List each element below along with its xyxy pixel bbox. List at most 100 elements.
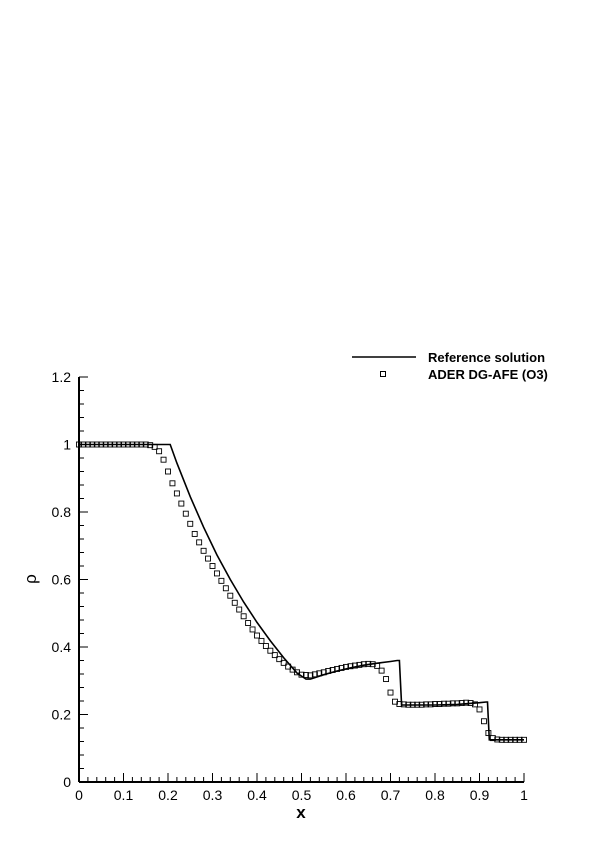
x-tick-label: 0 bbox=[75, 787, 83, 803]
data-point-marker bbox=[521, 736, 527, 743]
data-point-marker bbox=[414, 701, 421, 708]
data-point-marker bbox=[298, 671, 305, 678]
y-tick-label: 0.6 bbox=[52, 572, 72, 588]
data-point-marker bbox=[343, 663, 349, 670]
y-tick-label: 0 bbox=[63, 774, 71, 790]
data-point-marker bbox=[512, 736, 519, 743]
data-point-marker bbox=[365, 660, 372, 667]
x-tick-label: 1 bbox=[520, 787, 528, 803]
data-point-marker bbox=[280, 659, 287, 666]
legend-label-reference: Reference solution bbox=[428, 350, 545, 365]
y-axis: 0 0.2 0.4 0.6 0.8 1 1.2 bbox=[52, 369, 88, 790]
legend: Reference solution ADER DG-AFE (O3) bbox=[352, 350, 548, 382]
x-tick-label: 0.9 bbox=[470, 787, 490, 803]
data-point-marker bbox=[200, 547, 207, 554]
data-point-marker bbox=[160, 456, 167, 463]
data-point-marker bbox=[374, 662, 381, 669]
data-point-marker bbox=[369, 661, 376, 668]
data-point-marker bbox=[316, 670, 323, 677]
y-tick-label: 1.2 bbox=[52, 369, 72, 385]
data-point-marker bbox=[432, 701, 438, 707]
data-point-marker bbox=[245, 620, 252, 626]
data-point-marker bbox=[503, 736, 510, 743]
data-point-marker bbox=[107, 441, 114, 448]
data-point-marker bbox=[218, 577, 225, 584]
data-point-marker bbox=[147, 442, 154, 449]
data-point-marker bbox=[133, 441, 140, 448]
data-point-marker bbox=[303, 672, 309, 678]
data-point-marker bbox=[116, 441, 123, 448]
data-point-marker bbox=[249, 626, 256, 633]
data-point-marker bbox=[227, 592, 234, 599]
data-point-marker bbox=[396, 701, 403, 707]
x-tick-label: 0.5 bbox=[292, 787, 312, 803]
x-tick-label: 0.3 bbox=[203, 787, 223, 803]
data-point-marker bbox=[516, 736, 523, 743]
data-point-marker bbox=[178, 500, 185, 507]
data-point-marker bbox=[236, 606, 243, 613]
data-point-marker bbox=[102, 441, 109, 448]
data-point-marker bbox=[205, 555, 212, 562]
data-point-marker bbox=[285, 663, 292, 670]
data-point-marker bbox=[329, 667, 336, 673]
x-tick-label: 0.7 bbox=[381, 787, 401, 803]
data-point-marker bbox=[173, 490, 180, 497]
data-point-marker bbox=[124, 441, 131, 448]
data-point-marker bbox=[187, 520, 194, 527]
data-point-marker bbox=[254, 632, 260, 639]
data-point-marker bbox=[507, 736, 514, 743]
data-point-marker bbox=[169, 480, 176, 487]
data-point-marker bbox=[311, 671, 318, 678]
data-point-marker bbox=[98, 441, 105, 448]
series-reference-line bbox=[79, 443, 524, 741]
data-point-marker bbox=[138, 441, 145, 448]
data-point-marker bbox=[271, 652, 278, 659]
data-point-marker bbox=[258, 637, 265, 644]
data-point-marker bbox=[463, 699, 470, 706]
data-point-marker bbox=[129, 441, 136, 448]
data-point-marker bbox=[445, 700, 452, 707]
data-point-marker bbox=[182, 510, 189, 517]
data-point-marker bbox=[347, 663, 354, 670]
data-point-marker bbox=[111, 441, 118, 448]
x-tick-label: 0.4 bbox=[247, 787, 267, 803]
data-point-marker bbox=[120, 441, 127, 448]
data-point-marker bbox=[240, 613, 247, 620]
data-point-marker bbox=[485, 730, 492, 737]
x-tick-label: 0.1 bbox=[114, 787, 134, 803]
data-point-marker bbox=[262, 643, 269, 649]
data-point-marker bbox=[338, 664, 345, 671]
data-point-marker bbox=[387, 689, 394, 696]
data-point-marker bbox=[351, 662, 358, 669]
x-tick-label: 0.8 bbox=[425, 787, 445, 803]
data-point-marker bbox=[209, 563, 216, 569]
data-point-marker bbox=[405, 701, 412, 708]
data-point-marker bbox=[378, 667, 385, 674]
data-point-marker bbox=[476, 706, 483, 713]
data-point-marker bbox=[400, 701, 407, 708]
data-point-marker bbox=[436, 701, 443, 707]
data-point-marker bbox=[231, 599, 238, 606]
legend-label-ader: ADER DG-AFE (O3) bbox=[428, 367, 548, 382]
data-point-marker bbox=[356, 661, 363, 668]
data-point-marker bbox=[498, 736, 505, 743]
data-point-marker bbox=[472, 701, 478, 708]
data-point-marker bbox=[222, 585, 229, 592]
data-point-marker bbox=[360, 661, 367, 668]
data-point-marker bbox=[191, 530, 198, 537]
data-point-marker bbox=[334, 665, 341, 672]
data-point-marker bbox=[494, 736, 501, 743]
data-point-marker bbox=[267, 647, 274, 654]
data-point-marker bbox=[156, 448, 163, 455]
plot-frame bbox=[78, 377, 524, 783]
data-point-marker bbox=[458, 700, 465, 706]
y-tick-label: 1 bbox=[63, 437, 71, 453]
data-point-marker bbox=[449, 700, 456, 707]
data-point-marker bbox=[467, 700, 474, 706]
data-point-marker bbox=[423, 701, 430, 708]
data-point-marker bbox=[489, 735, 496, 742]
data-point-marker bbox=[454, 700, 461, 707]
data-point-marker bbox=[142, 441, 149, 448]
data-point-marker bbox=[481, 718, 487, 725]
